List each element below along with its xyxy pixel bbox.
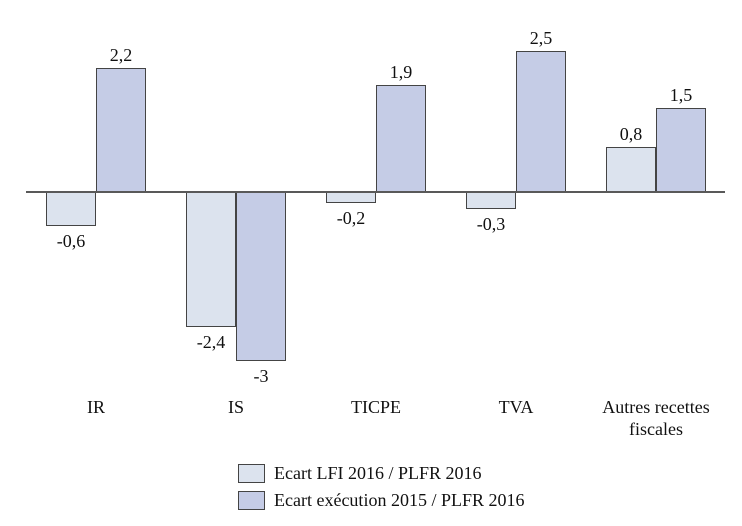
legend-item-2: Ecart exécution 2015 / PLFR 2016	[238, 489, 524, 511]
bar-series1-cat4	[606, 147, 656, 192]
bar-series1-cat3	[466, 192, 516, 209]
bar-series1-cat2	[326, 192, 376, 203]
bar-series2-cat1	[236, 192, 286, 361]
bar-series2-cat2	[376, 85, 426, 192]
legend-swatch-icon	[238, 463, 265, 483]
bar-series1-cat1	[186, 192, 236, 327]
legend-item-1: Ecart LFI 2016 / PLFR 2016	[238, 462, 524, 484]
bar-value-label: -0,3	[476, 214, 506, 234]
bar-value-label: 2,2	[109, 45, 133, 65]
plot-area: -0,6 -2,4 -0,2 -0,3 0,8 2,2 -3 1,9 2,5 1,5	[26, 28, 725, 386]
category-label-3: TVA	[498, 397, 534, 417]
bar-series1-cat0	[46, 192, 96, 226]
legend: Ecart LFI 2016 / PLFR 2016 Ecart exécutio…	[238, 462, 524, 511]
bar-series2-cat0	[96, 68, 146, 192]
bar-series2-cat4	[656, 108, 706, 192]
bar-series2-cat3	[516, 51, 566, 192]
bar-value-label: 0,8	[619, 124, 643, 144]
x-axis-zero-line	[26, 191, 725, 193]
bar-value-label: 2,5	[529, 28, 553, 48]
category-label-0: IR	[87, 397, 105, 417]
bar-value-label: -0,6	[56, 231, 86, 251]
legend-label-1: Ecart LFI 2016 / PLFR 2016	[274, 463, 482, 483]
bar-value-label: 1,5	[669, 85, 693, 105]
category-label-1: IS	[227, 397, 244, 417]
legend-swatch-icon	[238, 490, 265, 510]
category-label-4: Autres recettes fiscales	[602, 397, 710, 439]
bar-value-label: 1,9	[389, 62, 413, 82]
category-label-2: TICPE	[350, 397, 401, 417]
bar-value-label: -2,4	[196, 332, 226, 352]
bar-value-label: -0,2	[336, 208, 366, 228]
legend-label-2: Ecart exécution 2015 / PLFR 2016	[274, 490, 525, 510]
bar-value-label: -3	[253, 366, 269, 386]
